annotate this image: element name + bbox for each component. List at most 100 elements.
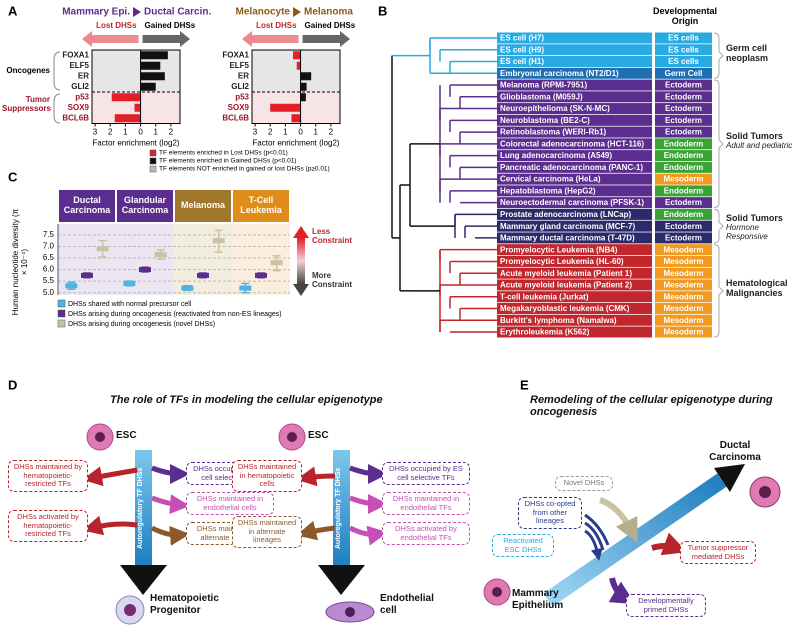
arrow-head: [120, 565, 167, 595]
category-header: Melanoma: [175, 190, 231, 222]
group-brace: [713, 244, 724, 338]
y-tick-label: 5.0: [43, 288, 55, 297]
cell-line-box: [497, 267, 652, 279]
panel-title: The role of TFs in modeling the cellular…: [110, 394, 383, 406]
origin-label: Ectoderm: [665, 222, 702, 231]
origin-box: [655, 291, 712, 303]
cell-line-label: T-cell leukemia (Jurkat): [500, 292, 589, 301]
cell-line-label: Acute myeloid leukemia (Patient 2): [500, 281, 632, 290]
legend-label: TF elements enriched in Lost DHSs (p<0.0…: [159, 150, 288, 157]
panel-label: C: [8, 169, 18, 184]
cell-label: Endothelial cell: [380, 593, 434, 616]
cell-line-box: [497, 150, 652, 162]
panel-label: E: [520, 377, 529, 392]
arrow: [151, 463, 190, 484]
cell-line-label: Promyelocytic Leukemia (NB4): [500, 245, 618, 254]
cell-line-label: Embryonal carcinoma (NT2/D1): [500, 69, 619, 78]
cell-label: Mammary Epithelium: [512, 588, 564, 611]
median-box: [65, 283, 78, 289]
cell-line-label: Neuroectodermal carcinoma (PFSK-1): [500, 198, 644, 207]
cell-label: ESC: [116, 430, 137, 441]
group-brace: [713, 208, 724, 244]
x-tick-label: 0: [138, 128, 143, 137]
legend-label: TF elements enriched in Gained DHSs (p<0…: [159, 158, 296, 165]
category-label: p53: [235, 92, 249, 101]
cell-line-label: Acute myeloid leukemia (Patient 1): [500, 269, 632, 278]
cell-line-box: [497, 173, 652, 185]
arrow: [584, 529, 603, 561]
cell-line-label: ES cell (H7): [500, 34, 544, 43]
arrow: [349, 463, 388, 484]
median-box: [81, 272, 93, 278]
cell-line-box: [497, 302, 652, 314]
bar: [140, 82, 156, 91]
gained-arrow: [142, 31, 190, 47]
median-box: [123, 280, 136, 286]
origin-box: [655, 326, 712, 338]
cell-line-label: ES cell (H1): [500, 57, 544, 66]
cell-line-label: Glioblastoma (M059J): [500, 92, 583, 101]
dhs-box: DHSs co-opted from other lineages: [518, 497, 582, 529]
y-tick-label: 5.5: [43, 276, 55, 285]
legend-swatch: [57, 299, 66, 308]
category-label: FOXA1: [222, 50, 249, 59]
lost-arrow: [242, 31, 299, 47]
origin-label: Endoderm: [664, 151, 704, 160]
group-label: Oncogenes: [6, 66, 50, 75]
group-label: Solid Tumors: [726, 213, 783, 224]
cell-line-label: Mammary gland carcinoma (MCF-7): [500, 222, 635, 231]
cell-line-box: [497, 255, 652, 267]
bar: [140, 61, 161, 70]
origin-label: Endoderm: [664, 139, 704, 148]
legend-swatch: [57, 319, 66, 328]
origin-box: [655, 138, 712, 150]
dhs-box: DHSs activated by hematopoietic-restrict…: [8, 510, 88, 542]
title-arrow: [293, 7, 301, 17]
origin-box: [655, 208, 712, 220]
tf-bar: [135, 450, 152, 565]
bar: [270, 103, 301, 112]
arrow: [296, 466, 336, 487]
bar: [114, 114, 141, 123]
cell-line-box: [497, 79, 652, 91]
origin-label: Mesoderm: [663, 328, 703, 337]
cell-line-box: [497, 56, 652, 68]
group-text: Solid Tumors Hormone Responsive: [726, 213, 798, 241]
cell-line-label: Melanoma (RPMI-7951): [500, 81, 587, 90]
median-box: [96, 246, 109, 252]
dhs-box: DHSs maintained in endothelial cells: [186, 492, 274, 516]
plot-frame: [251, 49, 341, 124]
origin-label: Mesoderm: [663, 304, 703, 313]
origin-label: Ectoderm: [665, 81, 702, 90]
origin-label: Germ Cell: [665, 69, 703, 78]
legend-label: DHSs shared with normal precursor cell: [68, 301, 192, 308]
arrow-head: [293, 226, 309, 238]
category-label: ELF5: [229, 61, 249, 70]
arrow: [151, 494, 190, 515]
x-axis-label: Factor enrichment (log2): [92, 139, 179, 148]
x-tick-label: 1: [123, 128, 128, 137]
cell-label: Ductal Carcinoma: [709, 440, 761, 463]
origin-box: [655, 244, 712, 256]
panel-title: Remodeling of the cellular epigenotype d…: [530, 394, 773, 418]
y-axis-label: Human nucleotide diversity (π × 10⁻⁴): [11, 208, 30, 315]
arrow-head: [293, 284, 309, 296]
category-label: BCL6B: [222, 113, 249, 122]
legend-swatch: [149, 149, 157, 157]
cell-line-box: [497, 138, 652, 150]
median-box: [270, 260, 283, 266]
cell-line-box: [497, 197, 652, 209]
origin-box: [655, 314, 712, 326]
cell-line-label: Promyelocytic Leukemia (HL-60): [500, 257, 624, 266]
dhs-box: DHSs activated by endothelial TFs: [382, 522, 470, 546]
x-axis-label: Factor enrichment (log2): [252, 139, 339, 148]
group-sublabel: Hormone Responsive: [726, 223, 768, 241]
origin-label: Ectoderm: [665, 104, 702, 113]
axis-label: Autoregulatory TF DHSs: [137, 467, 144, 549]
x-tick-label: 3: [253, 128, 258, 137]
cell-line-label: Cervical carcinoma (HeLa): [500, 175, 601, 184]
dhs-box: DHSs maintained in hematopoietic cells: [232, 460, 302, 492]
dhs-box: Tumor suppressor mediated DHSs: [680, 541, 756, 565]
origin-box: [655, 232, 712, 244]
